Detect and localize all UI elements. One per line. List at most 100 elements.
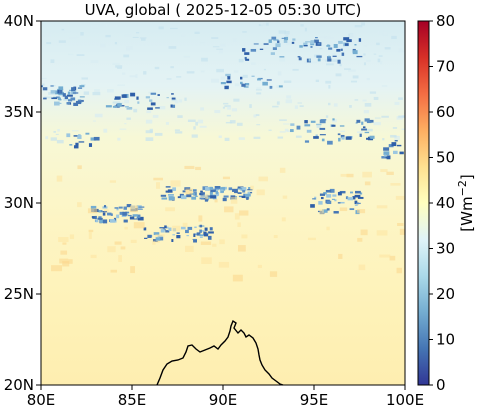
cloud-pixel xyxy=(116,208,119,211)
cloud-pixel xyxy=(355,122,358,124)
cloud-pixel xyxy=(304,120,308,124)
cloud-pixel xyxy=(320,119,327,121)
haze-pixel xyxy=(122,72,126,75)
cloud-pixel xyxy=(118,206,123,209)
cloud-pixel xyxy=(399,151,404,155)
warm-pixel xyxy=(364,181,371,186)
cloud-pixel xyxy=(340,48,343,51)
warm-pixel xyxy=(279,167,286,173)
cloud-pixel xyxy=(316,123,322,126)
warm-pixel xyxy=(237,222,241,228)
haze-pixel xyxy=(176,76,182,78)
cloud-pixel xyxy=(58,86,64,90)
haze-pixel xyxy=(332,59,338,62)
haze-pixel xyxy=(81,84,86,86)
haze-pixel xyxy=(292,68,299,71)
haze-pixel xyxy=(224,105,231,108)
cloud-pixel xyxy=(325,189,332,192)
haze-pixel xyxy=(398,115,405,118)
cloud-pixel xyxy=(150,92,157,95)
cloud-pixel xyxy=(153,232,160,236)
cloud-pixel xyxy=(116,214,120,219)
haze-pixel xyxy=(69,37,77,40)
haze-pixel xyxy=(300,24,304,27)
cloud-pixel xyxy=(245,193,251,197)
cloud-pixel xyxy=(209,191,213,196)
cloud-pixel xyxy=(199,229,202,233)
haze-pixel xyxy=(126,117,131,120)
haze-pixel xyxy=(45,136,49,140)
haze-pixel xyxy=(231,108,238,112)
cloud-pixel xyxy=(77,135,82,140)
warm-pixel xyxy=(273,234,278,239)
haze-pixel xyxy=(139,37,147,39)
haze-pixel xyxy=(58,40,66,43)
haze-pixel xyxy=(132,36,139,38)
haze-pixel xyxy=(81,77,87,79)
warm-pixel xyxy=(307,237,316,241)
cloud-pixel xyxy=(165,226,169,229)
haze-pixel xyxy=(398,48,403,51)
cloud-pixel xyxy=(126,107,133,110)
haze-pixel xyxy=(145,119,153,124)
haze-pixel xyxy=(382,32,388,36)
cloud-pixel xyxy=(57,89,61,94)
haze-pixel xyxy=(233,70,239,73)
haze-pixel xyxy=(106,89,114,93)
cloud-pixel xyxy=(262,81,268,86)
colorbar-tick-label: 80 xyxy=(436,12,455,30)
warm-pixel xyxy=(258,176,268,182)
warm-pixel xyxy=(185,188,193,195)
haze-pixel xyxy=(380,60,383,65)
haze-pixel xyxy=(259,43,266,46)
cloud-pixel xyxy=(77,87,83,89)
haze-pixel xyxy=(103,128,108,133)
cloud-pixel xyxy=(79,96,85,98)
haze-pixel xyxy=(64,31,71,34)
cloud-pixel xyxy=(191,196,197,200)
haze-pixel xyxy=(331,53,336,57)
warm-pixel xyxy=(346,173,354,178)
haze-pixel xyxy=(396,116,403,120)
haze-pixel xyxy=(50,137,57,141)
cloud-pixel xyxy=(331,198,335,200)
cloud-pixel xyxy=(171,97,176,100)
cloud-pixel xyxy=(193,239,197,243)
haze-pixel xyxy=(174,100,179,104)
cloud-pixel xyxy=(78,141,85,143)
haze-pixel xyxy=(289,33,293,37)
haze-pixel xyxy=(283,123,290,125)
cloud-pixel xyxy=(244,52,250,55)
cloud-pixel xyxy=(331,124,336,127)
cloud-pixel xyxy=(341,52,345,56)
haze-pixel xyxy=(382,138,385,141)
cloud-pixel xyxy=(315,134,318,138)
colorbar-tick-label: 70 xyxy=(436,58,455,76)
colorbar-tick-label: 20 xyxy=(436,285,455,303)
cloud-pixel xyxy=(272,47,277,50)
cloud-pixel xyxy=(329,188,335,193)
cloud-pixel xyxy=(340,134,345,138)
cloud-pixel xyxy=(209,186,213,190)
cloud-pixel xyxy=(92,216,95,219)
cloud-pixel xyxy=(271,36,277,40)
cloud-pixel xyxy=(130,92,136,97)
cloud-pixel xyxy=(94,215,97,220)
warm-pixel xyxy=(360,229,368,236)
cloud-pixel xyxy=(279,56,285,58)
cloud-pixel xyxy=(167,189,173,193)
haze-pixel xyxy=(91,24,98,29)
haze-pixel xyxy=(286,41,294,45)
cloud-pixel xyxy=(337,59,341,64)
haze-pixel xyxy=(202,27,211,30)
cloud-pixel xyxy=(176,232,180,234)
haze-pixel xyxy=(220,76,225,80)
cloud-pixel xyxy=(75,100,82,105)
cloud-pixel xyxy=(110,213,113,216)
cloud-pixel xyxy=(102,212,106,216)
cloud-pixel xyxy=(185,229,189,234)
haze-pixel xyxy=(68,53,74,56)
haze-pixel xyxy=(236,122,243,126)
haze-pixel xyxy=(304,60,308,64)
cloud-pixel xyxy=(318,201,323,205)
